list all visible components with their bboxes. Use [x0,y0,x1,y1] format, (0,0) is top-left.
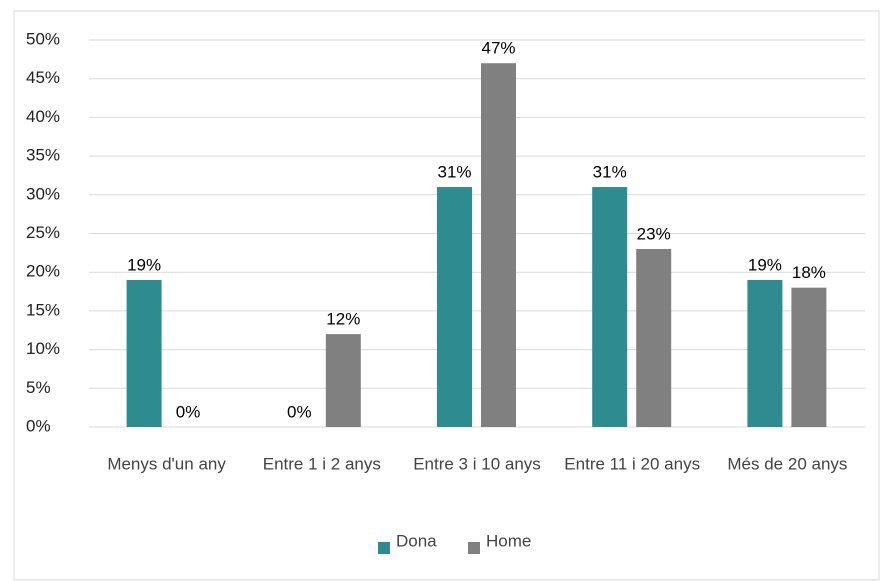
data-label: 0% [176,402,201,421]
y-tick-label: 15% [26,300,60,319]
bar [791,287,827,427]
y-tick-label: 0% [26,416,51,435]
x-tick-label: Entre 11 i 20 anys [564,454,700,473]
bar [325,334,361,427]
data-label: 0% [287,402,312,421]
bar [636,248,672,427]
data-label: 12% [326,310,360,329]
legend-label: Home [486,531,531,550]
data-label: 19% [127,255,161,274]
data-label: 47% [481,39,515,58]
bar [481,63,516,427]
y-tick-label: 50% [26,29,60,48]
y-tick-label: 45% [26,68,60,87]
data-label: 19% [748,255,782,274]
x-tick-label: Entre 1 i 2 anys [263,454,381,473]
data-label: 23% [637,224,671,243]
x-tick-label: Més de 20 anys [727,454,847,473]
y-tick-label: 35% [26,146,60,165]
y-tick-label: 10% [26,339,60,358]
data-label: 31% [437,163,471,182]
bar [437,187,472,427]
x-tick-label: Entre 3 i 10 anys [413,454,541,473]
bar [747,279,783,427]
y-tick-label: 40% [26,107,60,126]
y-tick-label: 30% [26,184,60,203]
y-tick-label: 5% [26,378,51,397]
y-tick-label: 25% [26,223,60,242]
data-label: 31% [593,163,627,182]
bar [592,187,628,427]
y-tick-label: 20% [26,262,60,281]
legend-swatch [468,542,480,554]
legend-label: Dona [396,531,437,550]
legend-swatch [378,542,390,554]
bar [126,279,162,427]
x-tick-label: Menys d'un any [107,454,226,473]
data-label: 18% [792,263,826,282]
